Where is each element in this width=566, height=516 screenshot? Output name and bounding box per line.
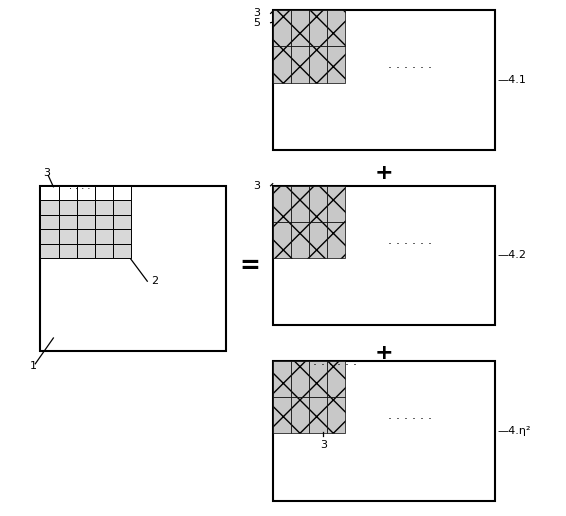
Text: · · · · · ·: · · · · · ·: [312, 359, 357, 372]
Bar: [41, 186, 58, 200]
Bar: [58, 200, 76, 215]
Bar: [309, 222, 327, 258]
Bar: [113, 229, 131, 244]
Bar: [76, 244, 95, 258]
Bar: [41, 244, 58, 258]
Bar: [309, 46, 327, 83]
Bar: [273, 46, 291, 83]
Bar: [58, 215, 76, 229]
Bar: [327, 186, 345, 222]
Bar: [41, 186, 226, 351]
Bar: [41, 200, 58, 215]
Bar: [291, 46, 309, 83]
Bar: [309, 10, 327, 46]
Bar: [41, 229, 58, 244]
Bar: [309, 397, 327, 433]
Text: · · · ·: · · · ·: [69, 184, 90, 194]
Bar: [58, 186, 76, 200]
Bar: [76, 200, 95, 215]
Text: =: =: [239, 254, 260, 278]
Bar: [95, 200, 113, 215]
Bar: [113, 200, 131, 215]
Text: 3: 3: [320, 440, 327, 450]
Bar: [273, 186, 495, 325]
Bar: [76, 215, 95, 229]
Bar: [273, 222, 291, 258]
Bar: [273, 397, 291, 433]
Bar: [95, 186, 113, 200]
Bar: [309, 186, 327, 222]
Text: —4.η²: —4.η²: [497, 426, 531, 436]
Bar: [273, 361, 495, 501]
Text: · · · · · ·: · · · · · ·: [388, 62, 432, 75]
Bar: [309, 361, 327, 397]
Bar: [273, 361, 291, 397]
Bar: [327, 397, 345, 433]
Bar: [291, 222, 309, 258]
Bar: [327, 361, 345, 397]
Bar: [113, 244, 131, 258]
Bar: [291, 186, 309, 222]
Bar: [95, 215, 113, 229]
Bar: [76, 229, 95, 244]
Bar: [95, 229, 113, 244]
Text: 5: 5: [254, 18, 260, 28]
Bar: [58, 229, 76, 244]
Bar: [291, 397, 309, 433]
Bar: [95, 244, 113, 258]
Text: 3: 3: [254, 181, 260, 191]
Text: —4.1: —4.1: [497, 75, 526, 85]
Bar: [327, 46, 345, 83]
Text: +: +: [374, 163, 393, 183]
Bar: [291, 10, 309, 46]
Bar: [113, 186, 131, 200]
Text: 3: 3: [43, 168, 50, 178]
Bar: [327, 222, 345, 258]
Bar: [41, 215, 58, 229]
Bar: [273, 186, 291, 222]
Bar: [291, 361, 309, 397]
Bar: [327, 10, 345, 46]
Bar: [76, 186, 95, 200]
Bar: [273, 10, 291, 46]
Text: 3: 3: [254, 8, 260, 19]
Text: +: +: [374, 344, 393, 363]
Text: —4.2: —4.2: [497, 250, 526, 261]
Bar: [58, 244, 76, 258]
Bar: [273, 10, 495, 150]
Text: · · · · · ·: · · · · · ·: [388, 238, 432, 251]
Text: 1: 1: [30, 361, 37, 372]
Text: · · · · · ·: · · · · · ·: [388, 413, 432, 426]
Bar: [113, 215, 131, 229]
Text: 2: 2: [152, 276, 158, 286]
